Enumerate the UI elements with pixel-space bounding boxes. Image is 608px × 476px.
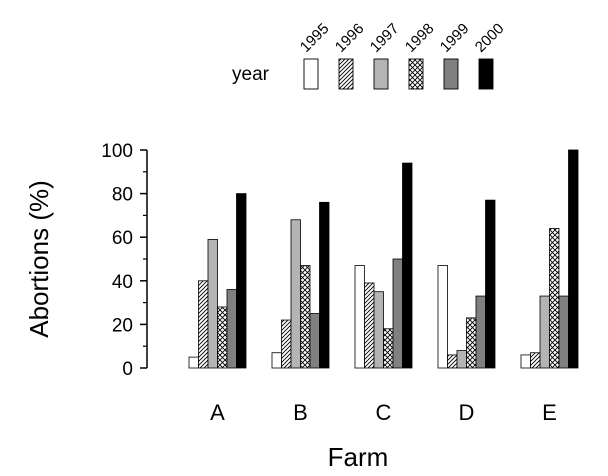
bars bbox=[188, 149, 579, 369]
legend: year 1995 1996 1997 1998 1999 2000 bbox=[232, 20, 508, 90]
bar-A-1998 bbox=[217, 306, 228, 369]
y-tick-label: 100 bbox=[101, 141, 133, 162]
bar-B-1997 bbox=[290, 219, 301, 369]
legend-label-1996: 1996 bbox=[332, 20, 368, 56]
legend-swatch-1996 bbox=[338, 58, 354, 90]
bar-C-1995 bbox=[354, 265, 365, 369]
x-category-label: D bbox=[459, 400, 475, 425]
bar-B-1996 bbox=[281, 319, 292, 369]
x-category-label: E bbox=[542, 400, 557, 425]
y-tick-label: 20 bbox=[112, 315, 133, 336]
bar-A-1997 bbox=[207, 238, 218, 369]
bar-B-1998 bbox=[300, 265, 311, 369]
bar-D-1998 bbox=[466, 317, 477, 369]
legend-swatch-1998 bbox=[408, 58, 424, 90]
y-tick-label: 40 bbox=[112, 272, 133, 293]
legend-label-1995: 1995 bbox=[297, 20, 333, 56]
bar-A-1995 bbox=[188, 356, 199, 369]
y-tick-label: 60 bbox=[112, 228, 133, 249]
bar-D-1999 bbox=[475, 295, 486, 369]
legend-swatch-2000 bbox=[478, 58, 494, 90]
bar-E-1999 bbox=[558, 295, 569, 369]
bar-C-1997 bbox=[373, 291, 384, 369]
legend-label-1998: 1998 bbox=[402, 20, 438, 56]
bar-E-2000 bbox=[568, 149, 579, 369]
y-tick-label: 80 bbox=[112, 185, 133, 206]
bar-D-1997 bbox=[456, 350, 467, 369]
y-axis-title: Abortions (%) bbox=[24, 180, 54, 338]
bar-E-1998 bbox=[549, 228, 560, 369]
bar-B-1999 bbox=[309, 313, 320, 369]
bar-A-1996 bbox=[198, 280, 209, 369]
bar-B-2000 bbox=[319, 201, 330, 369]
x-category-label: B bbox=[293, 400, 308, 425]
bar-E-1995 bbox=[520, 354, 531, 369]
legend-swatch-1997 bbox=[373, 58, 389, 90]
bar-C-1999 bbox=[392, 258, 403, 369]
bar-D-1995 bbox=[437, 265, 448, 369]
bar-D-2000 bbox=[485, 199, 496, 369]
x-axis-labels: A B C D E bbox=[210, 400, 557, 425]
bar-C-2000 bbox=[402, 162, 413, 369]
bar-C-1998 bbox=[383, 328, 394, 369]
legend-swatch-1999 bbox=[443, 58, 459, 90]
bar-B-1995 bbox=[271, 352, 282, 369]
legend-label-1999: 1999 bbox=[437, 20, 473, 56]
x-category-label: A bbox=[210, 400, 225, 425]
y-axis: 0 20 40 60 80 100 bbox=[101, 141, 148, 380]
bar-E-1997 bbox=[539, 295, 550, 369]
legend-label-2000: 2000 bbox=[472, 20, 508, 56]
legend-title: year bbox=[232, 64, 270, 85]
y-tick-label: 0 bbox=[122, 359, 133, 380]
bar-D-1996 bbox=[447, 354, 458, 369]
bar-C-1996 bbox=[364, 282, 375, 369]
x-category-label: C bbox=[376, 400, 392, 425]
bar-E-1996 bbox=[530, 352, 541, 369]
legend-label-1997: 1997 bbox=[367, 20, 403, 56]
bar-A-2000 bbox=[236, 193, 247, 369]
bar-A-1999 bbox=[226, 289, 237, 369]
legend-swatch-1995 bbox=[303, 58, 319, 90]
x-axis-title: Farm bbox=[328, 442, 389, 472]
